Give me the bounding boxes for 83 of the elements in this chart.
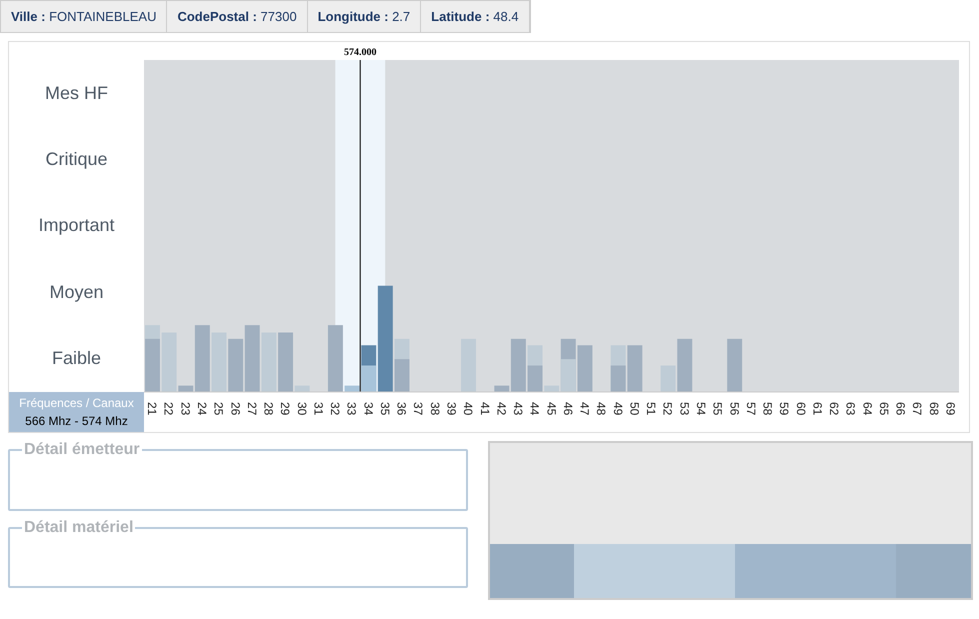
x-tick-label: 52	[660, 402, 675, 416]
x-tick-label: 26	[228, 402, 242, 416]
bar	[378, 286, 393, 392]
x-axis-title: Fréquences / Canaux	[18, 396, 135, 410]
x-tick-label: 62	[827, 402, 842, 416]
bar	[145, 338, 160, 392]
x-tick-label: 29	[278, 402, 292, 416]
x-tick-label: 35	[378, 402, 392, 416]
text: Détail matériel	[23, 518, 134, 537]
bar	[228, 338, 244, 392]
x-tick-label: 53	[677, 402, 692, 416]
x-tick-label: 21	[145, 402, 160, 416]
x-tick-label: 69	[943, 402, 958, 416]
x-tick-label: 30	[294, 402, 309, 416]
bar	[394, 359, 410, 392]
x-tick-label: 49	[610, 402, 625, 416]
bar	[727, 338, 742, 392]
text: 574.000	[344, 47, 376, 58]
bar	[610, 365, 626, 392]
x-tick-label: 55	[710, 402, 725, 416]
x-tick-label: 22	[162, 402, 176, 416]
text: Latitude : 48.4	[421, 1, 530, 32]
x-tick-label: 24	[195, 402, 210, 416]
x-tick-label: 44	[528, 402, 542, 416]
bar	[328, 325, 343, 392]
text: 566 Mhz - 574 Mhz	[24, 414, 129, 428]
x-tick-label: 43	[511, 402, 526, 416]
x-tick-label: 51	[644, 402, 658, 416]
x-tick-label: 65	[876, 402, 891, 416]
x-tick-label: 56	[727, 402, 742, 416]
x-tick-label: 36	[394, 402, 409, 416]
bar	[294, 386, 310, 392]
bar	[677, 338, 692, 392]
text: Moyen	[48, 280, 105, 304]
bar	[560, 359, 576, 392]
x-tick-label: 27	[244, 402, 259, 416]
x-tick-label: 34	[361, 402, 376, 416]
x-tick-label: 28	[262, 402, 276, 416]
x-tick-label: 23	[178, 402, 192, 416]
text: Ville : FONTAINEBLEAU	[1, 1, 168, 32]
x-tick-label: 58	[760, 402, 775, 416]
x-tick-label: 38	[428, 402, 442, 416]
x-tick-label: 48	[594, 402, 608, 416]
x-tick-label: 54	[694, 402, 708, 416]
bar	[244, 325, 260, 392]
x-tick-label: 40	[461, 402, 476, 416]
x-tick-label: 60	[794, 402, 808, 416]
x-tick-label: 37	[411, 402, 426, 416]
x-tick-label: 57	[744, 402, 758, 416]
bar	[627, 345, 642, 392]
x-tick-label: 67	[910, 402, 924, 416]
x-tick-label: 25	[212, 402, 226, 416]
bar	[544, 386, 560, 392]
x-tick-label: 61	[810, 402, 824, 416]
bar	[660, 365, 676, 392]
bar	[212, 332, 226, 392]
bar	[178, 386, 194, 392]
text: Mes HF	[44, 82, 109, 105]
text: Important	[37, 214, 116, 238]
bar	[194, 325, 210, 392]
bar	[461, 338, 476, 392]
bar	[278, 332, 294, 392]
x-tick-label: 59	[777, 402, 792, 416]
x-tick-label: 68	[926, 402, 941, 416]
x-tick-label: 45	[544, 402, 558, 416]
x-tick-label: 63	[844, 402, 858, 416]
text: Longitude : 2.7	[308, 1, 422, 32]
x-tick-label: 64	[860, 402, 874, 416]
x-tick-label: 31	[311, 402, 326, 416]
text: Détail émetteur	[23, 441, 141, 459]
x-tick-label: 42	[494, 402, 508, 416]
text: Critique	[44, 148, 109, 172]
text: Faible	[50, 347, 102, 370]
x-tick-label: 50	[627, 402, 642, 416]
x-tick-label: 47	[578, 402, 592, 416]
x-tick-label: 46	[560, 402, 575, 416]
x-tick-label: 33	[344, 402, 359, 416]
x-tick-label: 39	[444, 402, 459, 416]
x-tick-label: 66	[894, 402, 908, 416]
x-tick-label: 41	[478, 402, 492, 416]
bar	[261, 332, 276, 392]
x-tick-label: 32	[328, 402, 342, 416]
text: CodePostal : 77300	[167, 1, 308, 32]
